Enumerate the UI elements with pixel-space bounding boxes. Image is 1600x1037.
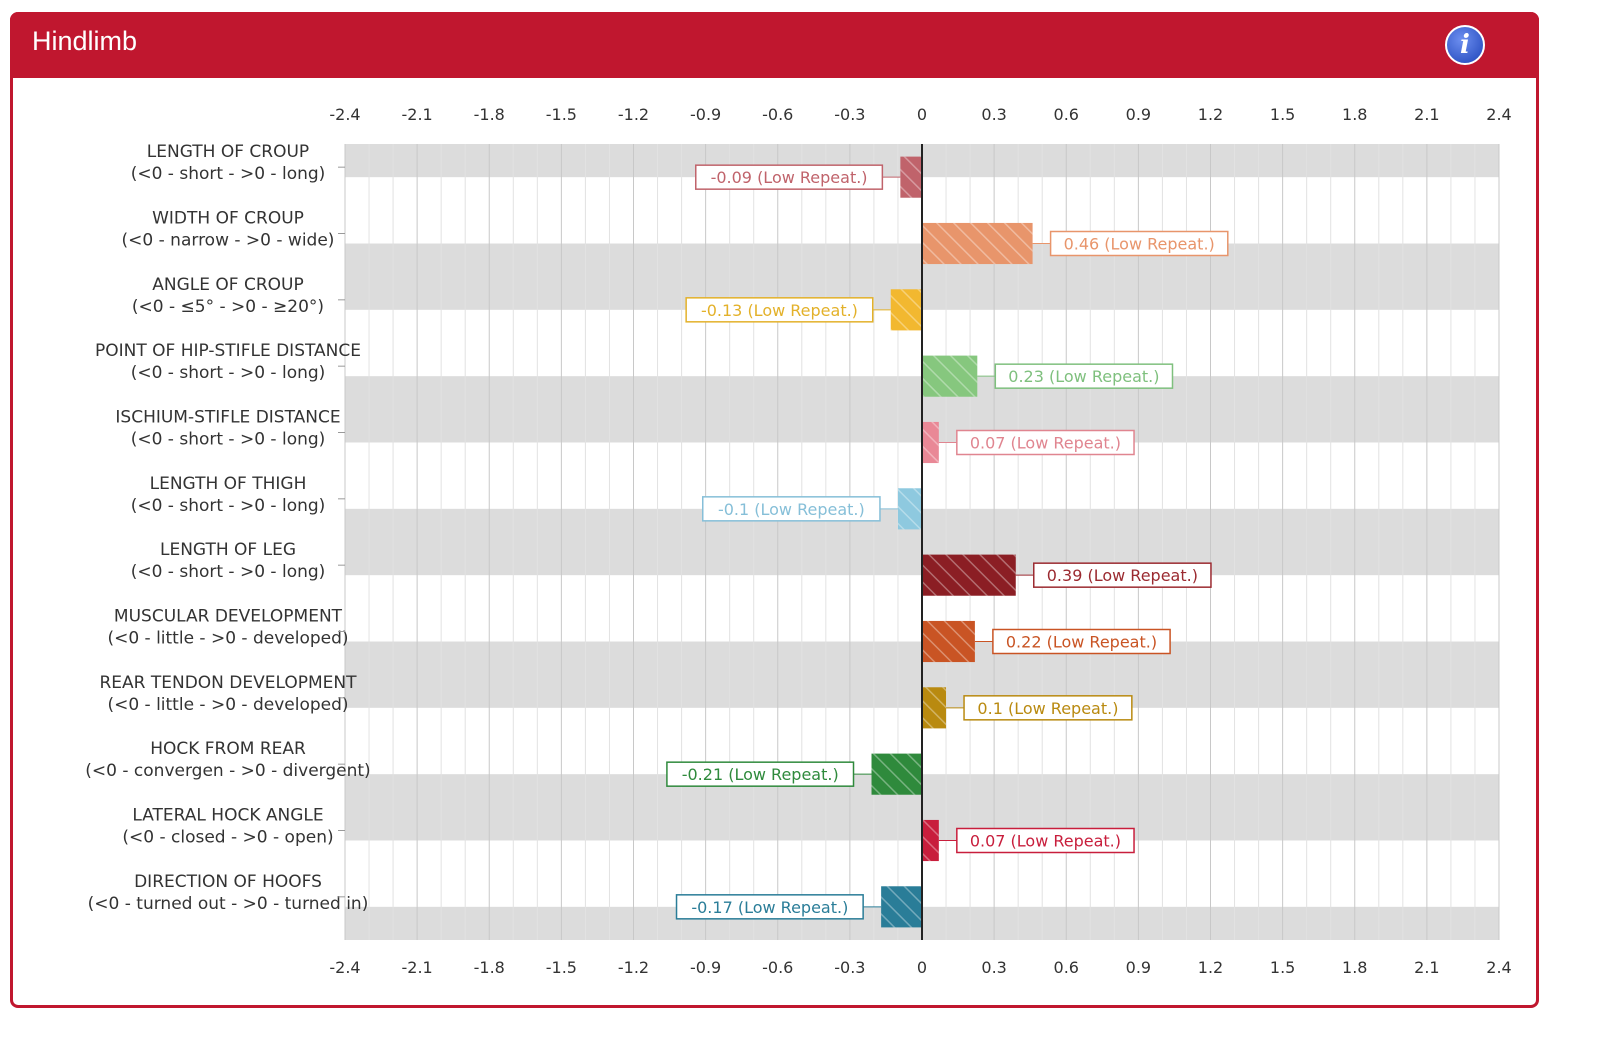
data-label-box	[994, 363, 1174, 389]
data-label: -0.13 (Low Repeat.)	[701, 301, 858, 320]
bar-hatch	[922, 620, 975, 663]
category-sublabel: (<0 - ≤5° - >0 - ≥20°)	[132, 297, 324, 317]
x-tick-label-bottom: 0.3	[981, 958, 1006, 977]
x-tick-label-top: -1.5	[546, 105, 577, 124]
x-tick-label-bottom: 1.2	[1198, 958, 1223, 977]
bar-hatch	[922, 222, 1033, 265]
data-label: 0.07 (Low Repeat.)	[970, 832, 1121, 851]
bar-hatch	[890, 289, 922, 331]
category-sublabel: (<0 - turned out - >0 - turned in)	[88, 894, 369, 914]
bar-hatch	[871, 753, 922, 795]
x-tick-label-top: -1.2	[618, 105, 649, 124]
x-tick-label-top: 1.2	[1198, 105, 1223, 124]
data-label: 0.1 (Low Repeat.)	[977, 699, 1118, 718]
category-sublabel: (<0 - short - >0 - long)	[131, 496, 326, 516]
data-label-box	[956, 827, 1135, 854]
data-label-box	[956, 429, 1135, 456]
x-tick-label-top: -0.3	[834, 105, 865, 124]
x-tick-label-bottom: 0.9	[1126, 958, 1151, 977]
x-tick-label-top: 1.8	[1342, 105, 1367, 124]
x-tick-label-bottom: 1.5	[1270, 958, 1295, 977]
category-label: LENGTH OF LEG	[160, 540, 296, 560]
data-label: 0.46 (Low Repeat.)	[1064, 235, 1215, 254]
x-tick-label-bottom: -0.6	[762, 958, 793, 977]
bar-hatch	[881, 886, 922, 928]
x-tick-label-top: 2.1	[1414, 105, 1439, 124]
x-tick-label-top: 0	[917, 105, 927, 124]
x-tick-label-top: 0.6	[1054, 105, 1079, 124]
data-label-box	[1049, 230, 1229, 257]
category-sublabel: (<0 - short - >0 - long)	[131, 562, 326, 582]
category-sublabel: (<0 - short - >0 - long)	[131, 430, 326, 450]
x-tick-label-bottom: -0.3	[834, 958, 865, 977]
category-label: MUSCULAR DEVELOPMENT	[114, 607, 343, 627]
data-label-box	[666, 761, 855, 787]
data-label-box	[675, 894, 864, 920]
category-label: LENGTH OF THIGH	[150, 474, 307, 494]
data-label-box	[1033, 562, 1212, 588]
bar-hatch	[922, 819, 939, 862]
x-tick-label-top: -1.8	[474, 105, 505, 124]
x-tick-label-top: -0.6	[762, 105, 793, 124]
category-label: WIDTH OF CROUP	[152, 209, 304, 229]
x-tick-label-top: 0.9	[1126, 105, 1151, 124]
data-label: 0.22 (Low Repeat.)	[1006, 633, 1157, 652]
panel-header: Hindlimb i	[10, 12, 1539, 78]
category-label: HOCK FROM REAR	[150, 739, 306, 759]
category-sublabel: (<0 - short - >0 - long)	[131, 363, 326, 383]
bar-hatch	[922, 687, 947, 729]
data-label-box	[685, 297, 874, 323]
data-label: -0.21 (Low Repeat.)	[682, 765, 839, 784]
category-label: LENGTH OF CROUP	[147, 142, 309, 162]
x-tick-label-top: 2.4	[1486, 105, 1511, 124]
category-sublabel: (<0 - closed - >0 - open)	[122, 828, 333, 848]
x-tick-label-bottom: 0.6	[1054, 958, 1079, 977]
category-sublabel: (<0 - narrow - >0 - wide)	[122, 231, 335, 251]
bar-hatch	[897, 488, 922, 530]
x-tick-label-bottom: -2.4	[329, 958, 360, 977]
data-label-box	[702, 496, 881, 522]
x-tick-label-bottom: -1.8	[474, 958, 505, 977]
x-tick-label-bottom: -0.9	[690, 958, 721, 977]
category-label: ANGLE OF CROUP	[152, 275, 303, 295]
x-tick-label-bottom: 2.1	[1414, 958, 1439, 977]
info-icon[interactable]: i	[1445, 25, 1485, 65]
data-label: -0.17 (Low Repeat.)	[691, 898, 848, 917]
x-tick-label-top: -2.4	[329, 105, 360, 124]
x-tick-label-top: -2.1	[402, 105, 433, 124]
data-label-box	[992, 628, 1171, 655]
data-label: 0.23 (Low Repeat.)	[1008, 367, 1159, 386]
category-label: POINT OF HIP-STIFLE DISTANCE	[95, 341, 361, 361]
x-tick-label-top: 0.3	[981, 105, 1006, 124]
bar-hatch	[922, 421, 939, 464]
category-sublabel: (<0 - little - >0 - developed)	[107, 695, 348, 715]
data-label: 0.39 (Low Repeat.)	[1047, 566, 1198, 585]
panel-title: Hindlimb	[32, 26, 138, 56]
x-tick-label-top: -0.9	[690, 105, 721, 124]
data-label: -0.1 (Low Repeat.)	[718, 500, 865, 519]
category-label: LATERAL HOCK ANGLE	[132, 806, 323, 826]
x-tick-label-bottom: 2.4	[1486, 958, 1511, 977]
category-label: REAR TENDON DEVELOPMENT	[99, 673, 357, 693]
bar-hatch	[922, 554, 1016, 596]
data-label: -0.09 (Low Repeat.)	[711, 168, 868, 187]
x-tick-label-bottom: -1.2	[618, 958, 649, 977]
category-label: ISCHIUM-STIFLE DISTANCE	[115, 408, 340, 428]
bar-hatch	[922, 355, 978, 397]
category-sublabel: (<0 - convergen - >0 - divergent)	[85, 761, 370, 781]
bar-hatch	[900, 156, 922, 198]
x-tick-label-bottom: -2.1	[402, 958, 433, 977]
category-sublabel: (<0 - little - >0 - developed)	[107, 629, 348, 649]
category-sublabel: (<0 - short - >0 - long)	[131, 164, 326, 184]
data-label: 0.07 (Low Repeat.)	[970, 434, 1121, 453]
data-label-box	[695, 164, 884, 190]
x-tick-label-top: 1.5	[1270, 105, 1295, 124]
x-tick-label-bottom: 1.8	[1342, 958, 1367, 977]
data-label-box	[963, 695, 1133, 721]
category-label: DIRECTION OF HOOFS	[134, 872, 322, 892]
x-tick-label-bottom: -1.5	[546, 958, 577, 977]
x-tick-label-bottom: 0	[917, 958, 927, 977]
